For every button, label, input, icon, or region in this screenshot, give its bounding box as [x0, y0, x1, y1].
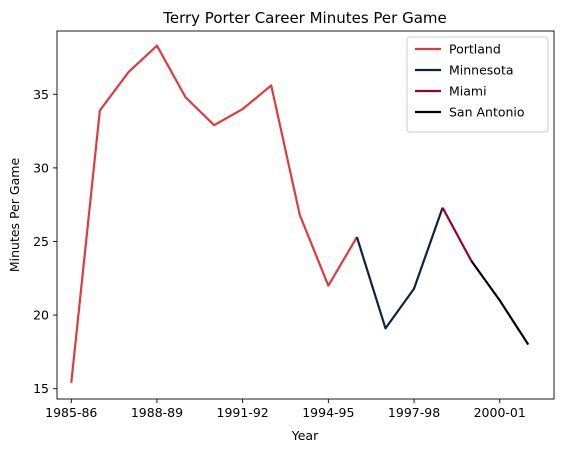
- legend-label: San Antonio: [449, 105, 525, 120]
- x-tick-label: 2000-01: [474, 405, 526, 420]
- x-tick-label: 1985-86: [45, 405, 97, 420]
- y-tick-label: 35: [33, 87, 49, 102]
- series-line-san-antonio: [470, 259, 530, 346]
- legend-box: [406, 36, 549, 133]
- legend: Portland Minnesota Miami San Antonio: [406, 36, 549, 133]
- series-line-portland: [70, 44, 358, 383]
- series-layer: [70, 44, 530, 383]
- y-axis-label: Minutes Per Game: [7, 158, 22, 273]
- y-tick-label: 15: [33, 381, 49, 396]
- plot-frame: [56, 30, 555, 400]
- y-tick-label: 25: [33, 234, 49, 249]
- legend-label: Portland: [449, 42, 501, 57]
- x-axis-label: Year: [291, 428, 319, 443]
- legend-label: Minnesota: [449, 63, 514, 78]
- series-line-miami: [441, 207, 473, 262]
- legend-label: Miami: [449, 84, 487, 99]
- x-tick-label: 1988-89: [131, 405, 183, 420]
- x-tick-label: 1997-98: [388, 405, 440, 420]
- x-axis: 1985-86 1988-89 1991-92 1994-95 1997-98 2000-…: [45, 399, 526, 420]
- x-tick-label: 1991-92: [217, 405, 269, 420]
- y-tick-label: 20: [33, 308, 49, 323]
- chart-title: Terry Porter Career Minutes Per Game: [162, 9, 447, 27]
- x-tick-label: 1994-95: [302, 405, 354, 420]
- y-axis: 15 20 25 30 35: [33, 87, 57, 396]
- y-tick-label: 30: [33, 160, 49, 175]
- series-line-minnesota: [355, 207, 444, 330]
